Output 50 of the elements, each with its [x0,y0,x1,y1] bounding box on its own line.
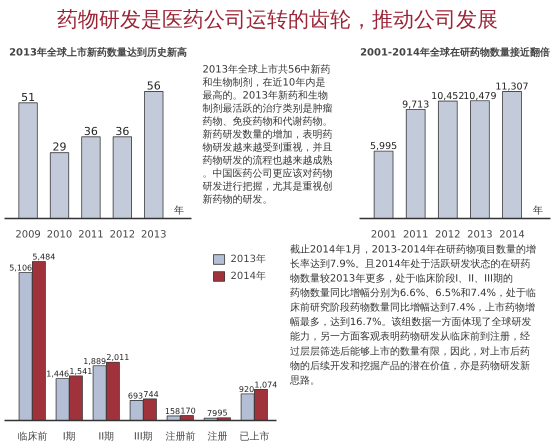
x-tick-label: II期 [98,430,114,442]
x-axis-title: 年 [532,204,543,216]
data-label: 56 [146,79,161,92]
data-label: 79 [206,409,218,418]
x-tick-label: 2011 [78,230,104,240]
data-label: 170 [180,406,196,416]
text: 药物研发是医药公司运转的齿轮，推动公司发展 [57,8,498,32]
x-tick-label: 2012 [110,230,136,240]
x-tick-label: 2013 [467,230,493,240]
data-label: 2,011 [106,353,130,362]
data-label: 920 [238,384,254,394]
legend-label: 2014年 [230,270,266,283]
data-label: 5,995 [370,141,398,152]
data-label: 36 [84,124,98,138]
data-label: 5,484 [32,252,56,262]
data-label: 10,452 [431,91,464,102]
chart-title: 2001-2014年全球在研药物数量接近翻倍 [360,46,550,58]
data-label: 693 [128,391,144,400]
chart-title: 2013年全球上市新药数量达到历史新高 [9,46,187,58]
x-tick-label: 2011 [402,230,428,240]
text: 截止2014年1月，2013-2014年在研药物项目数量的增长率达到7.9%。且2014年处于活跃研发状态的在研药物数量较2013年更多，处于临床阶段I、II、III期的药物数量同比增幅分别为6.6%、6.5%和7.4%，处于临床前研究阶段药物数量同比增幅达到7.4%，上市药物增幅最多，达到16.7%。该组数据一方面体现了全球研发能力，另一方面客观表明药物研发从临床前到注册，经过层层筛选后能够上市的数量有限，因此，对上市后药物的后续开发和挖掘产品的潜在价值，亦是药物研发新思路。 [290,244,536,386]
data-label: 95 [217,408,228,418]
x-tick-label: 2001 [370,230,396,240]
x-axis-title: 年 [174,204,184,216]
x-tick-label: 临床前 [17,430,48,442]
data-label: 51 [21,90,36,104]
data-label: 158 [164,406,180,416]
data-label: 11,307 [495,81,529,92]
data-label: 29 [52,140,66,154]
data-label: 1,889 [83,356,106,366]
x-tick-label: 已上市 [239,430,270,442]
data-label: 1,074 [254,380,278,390]
data-label: 10,479 [463,90,497,102]
data-label: 1,446 [46,370,70,379]
data-label: 36 [115,124,130,138]
legend-label: 2013年 [230,253,266,266]
data-label: 744 [143,390,159,399]
x-tick-label: III期 [134,430,153,442]
x-tick-label: 2012 [435,230,461,240]
x-tick-label: I期 [62,430,76,442]
data-label: 9,713 [402,99,430,110]
x-tick-label: 2014 [499,230,525,240]
text: 2013年全球上市共56中新药和生物制剂，在近10年内是最高的。2013年新药和生物制剂最活跃的治疗类别是肿瘤药物、免疫药物和代谢药物。新药研发数量的增加，表明药物研发越来越受到重视，并且药物研发的流程也越来越成熟。中国医药公司更应该对药物研发进行把握，尤其是重视创新药物的研发。 [202,64,333,206]
data-label: 1,541 [69,366,92,376]
x-tick-label: 2009 [15,230,41,240]
x-tick-label: 注册 [207,430,228,442]
data-label: 5,106 [9,264,32,273]
x-tick-label: 2010 [46,230,72,240]
x-tick-label: 注册前 [165,430,196,442]
x-tick-label: 2013 [141,230,167,240]
